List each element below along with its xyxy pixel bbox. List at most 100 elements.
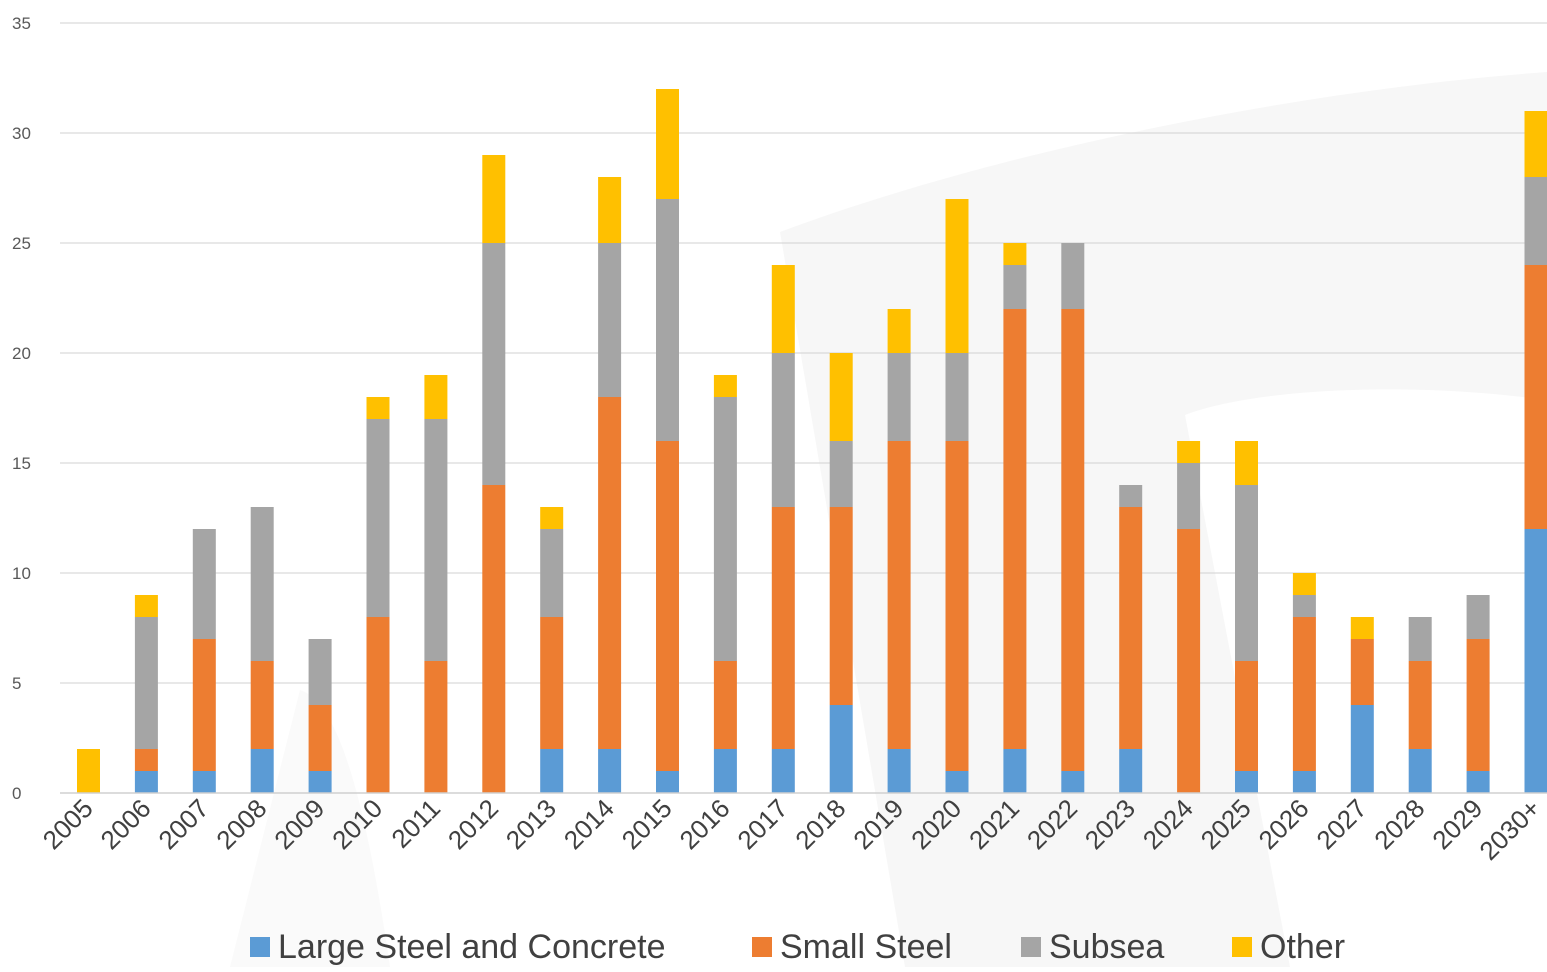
bar-segment — [1003, 309, 1026, 749]
bar-segment — [772, 749, 795, 793]
bar-segment — [1525, 111, 1547, 177]
bar-segment — [1061, 309, 1084, 771]
bar-segment — [1119, 507, 1142, 749]
legend-swatch — [250, 937, 270, 957]
bar-segment — [946, 771, 969, 793]
legend-label: Large Steel and Concrete — [278, 928, 665, 966]
bar-segment — [830, 353, 853, 441]
bar-segment — [1351, 617, 1374, 639]
legend-swatch — [752, 937, 772, 957]
bar-segment — [482, 243, 505, 485]
x-tick-label: 2012 — [442, 793, 504, 855]
bar-segment — [135, 771, 158, 793]
x-tick-label: 2013 — [500, 793, 562, 855]
bar-segment — [598, 749, 621, 793]
bar-segment — [1293, 595, 1316, 617]
bar-segment — [251, 507, 274, 661]
bar-segment — [482, 155, 505, 243]
y-tick-label: 0 — [12, 784, 21, 803]
bar-segment — [367, 419, 390, 617]
bar-segment — [1293, 573, 1316, 595]
x-tick-label: 2007 — [152, 793, 214, 855]
bar-segment — [656, 441, 679, 771]
x-tick-label: 2014 — [558, 793, 620, 855]
bar-segment — [714, 375, 737, 397]
bar-segment — [1119, 749, 1142, 793]
bar-segment — [309, 639, 332, 705]
legend-item: Large Steel and Concrete — [250, 928, 665, 966]
bar-segment — [309, 771, 332, 793]
bar-segment — [1467, 595, 1490, 639]
bar-segment — [830, 705, 853, 793]
x-tick-label: 2011 — [385, 793, 446, 854]
x-tick-label: 2017 — [731, 793, 793, 855]
legend-label: Other — [1260, 928, 1345, 966]
bar-segment — [1235, 441, 1258, 485]
bar-segment — [1003, 265, 1026, 309]
bar-segment — [888, 749, 911, 793]
bar-segment — [714, 397, 737, 661]
bar-segment — [193, 771, 216, 793]
bar-segment — [656, 771, 679, 793]
y-tick-label: 10 — [12, 564, 31, 583]
x-tick-label: 2015 — [616, 793, 678, 855]
bar-segment — [1525, 177, 1547, 265]
bar-segment — [1525, 529, 1547, 793]
legend-swatch — [1021, 937, 1041, 957]
bar-segment — [830, 507, 853, 705]
bar-segment — [656, 89, 679, 199]
bar-segment — [888, 441, 911, 749]
bar-segment — [135, 617, 158, 749]
bar-segment — [1525, 265, 1547, 529]
bar-segment — [1061, 771, 1084, 793]
y-tick-label: 30 — [12, 124, 31, 143]
bar-segment — [1351, 705, 1374, 793]
bar-segment — [1003, 243, 1026, 265]
bar-segment — [1235, 771, 1258, 793]
bar-segment — [424, 661, 447, 793]
bar-segment — [772, 265, 795, 353]
bar-segment — [946, 199, 969, 353]
bar-segment — [540, 749, 563, 793]
bar-segment — [1177, 529, 1200, 793]
y-tick-label: 20 — [12, 344, 31, 363]
bar-segment — [714, 661, 737, 749]
bar-segment — [946, 441, 969, 771]
bar-segment — [77, 749, 100, 793]
bar-segment — [1467, 639, 1490, 771]
y-tick-label: 25 — [12, 234, 31, 253]
bar-segment — [1409, 749, 1432, 793]
bar-segment — [888, 353, 911, 441]
bar-segment — [830, 441, 853, 507]
bar-segment — [1119, 485, 1142, 507]
bar-segment — [598, 243, 621, 397]
bar-segment — [424, 419, 447, 661]
y-tick-label: 5 — [12, 674, 21, 693]
bar-segment — [1177, 463, 1200, 529]
x-tick-label: 2016 — [674, 793, 736, 855]
x-tick-label: 2005 — [37, 793, 99, 855]
x-tick-label: 2018 — [789, 793, 851, 855]
bar-segment — [424, 375, 447, 419]
x-tick-label: 2030+ — [1473, 793, 1546, 866]
x-tick-label: 2006 — [95, 793, 157, 855]
bar-segment — [1235, 485, 1258, 661]
bar-segment — [193, 529, 216, 639]
bar-segment — [1409, 617, 1432, 661]
y-tick-label: 15 — [12, 454, 31, 473]
legend-swatch — [1232, 937, 1252, 957]
x-tick-label: 2027 — [1310, 793, 1372, 855]
bar-segment — [946, 353, 969, 441]
bar-segment — [1003, 749, 1026, 793]
bar-segment — [772, 507, 795, 749]
bar-segment — [1235, 661, 1258, 771]
bar-segment — [1061, 243, 1084, 309]
bar-segment — [540, 507, 563, 529]
bar-segment — [135, 595, 158, 617]
bar-segment — [193, 639, 216, 771]
bar-segment — [656, 199, 679, 441]
bar-segment — [598, 177, 621, 243]
